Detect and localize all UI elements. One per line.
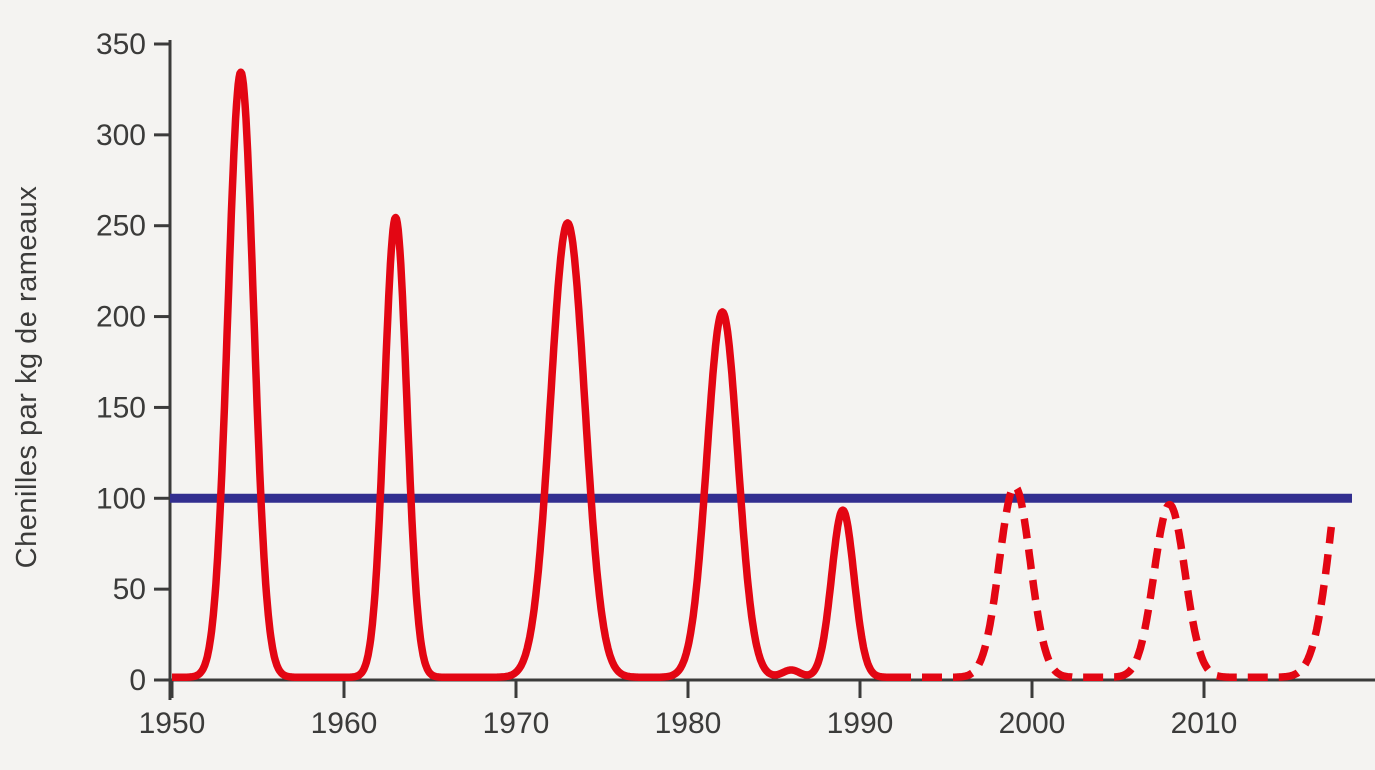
x-tick-label: 1990 (827, 707, 894, 740)
y-tick-label: 50 (113, 573, 146, 606)
y-tick-label: 300 (96, 119, 146, 152)
x-tick-label: 2000 (999, 707, 1066, 740)
y-axis-title: Chenilles par kg de rameaux (11, 185, 43, 569)
y-tick-label: 150 (96, 391, 146, 424)
y-tick-label: 100 (96, 482, 146, 515)
y-tick-label: 250 (96, 210, 146, 243)
x-tick-label: 1980 (655, 707, 722, 740)
caterpillar-series-dashed (888, 482, 1336, 682)
x-tick-label: 1950 (139, 707, 206, 740)
y-tick-label: 350 (96, 28, 146, 61)
y-tick-label: 0 (129, 664, 146, 697)
caterpillar-series-solid (169, 68, 894, 682)
x-tick-label: 1970 (483, 707, 550, 740)
x-tick-label: 2010 (1171, 707, 1238, 740)
y-tick-label: 200 (96, 301, 146, 334)
x-tick-label: 1960 (311, 707, 378, 740)
